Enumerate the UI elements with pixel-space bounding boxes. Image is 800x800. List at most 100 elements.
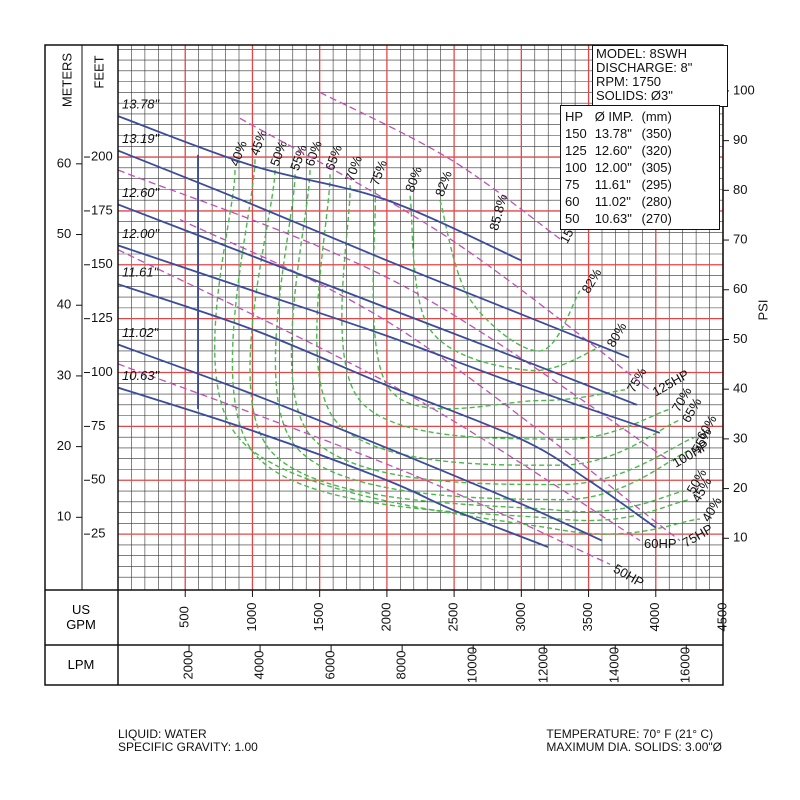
efficiency-label: 82% — [579, 265, 605, 295]
x-tick-label: 4000 — [647, 603, 662, 632]
x-secondary-tick-label: 4000 — [252, 651, 267, 680]
y-right-tick-label: 100 — [733, 82, 755, 97]
impeller-label: 12.00" — [122, 226, 161, 241]
table-cell: 50 — [565, 211, 580, 226]
table-cell: (320) — [641, 143, 672, 158]
impeller-table-box: HP Ø IMP. (mm) 150 13.78" (350) 125 12.60" (320)… — [560, 105, 720, 230]
y-label: FEET — [91, 55, 106, 88]
footer-left: LIQUID: WATER SPECIFIC GRAVITY: 1.00 — [118, 728, 258, 754]
table-cell: 12.00" — [594, 160, 632, 175]
power-label: 60HP — [644, 536, 677, 551]
efficiency-label: 50% — [267, 138, 290, 168]
impeller-curve — [117, 386, 549, 548]
table-cell: (mm) — [641, 109, 672, 124]
y-right-tick-label: 70 — [733, 231, 747, 246]
y-right-tick-label: 20 — [733, 480, 747, 495]
footer-line: TEMPERATURE: 70° F (21° C) — [546, 727, 714, 741]
y-left-tick-label: 30 — [57, 367, 71, 382]
efficiency-label: 80% — [604, 319, 630, 349]
impeller-label: 11.61" — [122, 265, 160, 280]
efficiency-curve — [214, 169, 701, 535]
efficiency-curve — [409, 195, 606, 372]
x-secondary-tick-label: 6000 — [323, 651, 338, 680]
y-right-tick-label: 10 — [733, 530, 747, 545]
footer-line: LIQUID: WATER — [118, 727, 207, 741]
x-tick-label: 2000 — [378, 603, 393, 632]
impeller-curve — [117, 283, 657, 529]
table-cell: (295) — [641, 177, 672, 192]
impeller-label: 13.19" — [122, 131, 161, 146]
impeller-label: 10.63" — [122, 368, 161, 383]
efficiency-label: 82% — [432, 168, 455, 198]
efficiency-label: 45% — [247, 127, 270, 157]
x-label: US GPM — [66, 602, 96, 632]
y-right-label: PSI — [755, 300, 770, 321]
table-row: 75 11.61" (295) — [561, 176, 676, 193]
x-secondary-tick-label: 16000 — [678, 647, 693, 683]
y-right-tick-label: 60 — [733, 281, 747, 296]
x-secondary-tick-label: 8000 — [394, 651, 409, 680]
y-left-tick-label: 50 — [57, 226, 71, 241]
y-tick-label: 75 — [91, 418, 105, 433]
y-left-tick-label: 40 — [57, 297, 71, 312]
table-cell: 75 — [565, 177, 580, 192]
y-tick-label: 175 — [91, 202, 113, 217]
table-cell: Ø IMP. — [594, 109, 634, 124]
y-right-tick-label: 30 — [733, 430, 747, 445]
model-line: DISCHARGE: 8" — [596, 60, 693, 75]
y-right-tick-label: 50 — [733, 331, 747, 346]
power-label: 75HP — [680, 521, 716, 550]
table-cell: 125 — [565, 143, 587, 158]
y-tick-label: 25 — [91, 526, 105, 541]
impeller-curve — [117, 115, 522, 262]
model-line: RPM: 1750 — [596, 74, 662, 89]
impeller-curve — [117, 203, 638, 406]
power-curve — [117, 249, 641, 542]
power-curve — [239, 117, 651, 391]
impeller-curve — [117, 244, 661, 434]
x-tick-label: 1500 — [311, 603, 326, 632]
table-cell: 60 — [565, 194, 580, 209]
y-tick-label: 50 — [91, 472, 105, 487]
y-right-tick-label: 90 — [733, 132, 747, 147]
model-line: MODEL: 8SWH — [596, 46, 688, 61]
x-secondary-label: LPM — [67, 657, 95, 672]
table-cell: 13.78" — [594, 126, 632, 141]
impeller-label: 11.02" — [122, 325, 160, 340]
power-curve — [179, 218, 681, 542]
table-cell: 11.61" — [594, 177, 631, 192]
x-secondary-tick-label: 10000 — [465, 647, 480, 683]
frame: METERS FEET PSI — [44, 44, 770, 686]
efficiency-curve — [290, 169, 696, 486]
x-tick-label: 500 — [177, 606, 192, 628]
impeller-curve — [117, 149, 630, 359]
y-right-tick-label: 40 — [733, 381, 747, 396]
table-cell: HP — [565, 109, 584, 124]
impeller-curve — [117, 343, 603, 542]
peak-efficiency-label: 85.8% — [486, 192, 510, 232]
x-tick-label: 3000 — [513, 603, 528, 632]
x-tick-label: 1000 — [244, 603, 259, 632]
table-cell: 10.63" — [594, 211, 632, 226]
table-row: 50 10.63" (270) — [561, 210, 676, 227]
model-box: MODEL: 8SWH DISCHARGE: 8" RPM: 1750 SOLI… — [592, 45, 728, 107]
y-left-tick-label: 60 — [57, 155, 71, 170]
table-cell: 12.60" — [594, 143, 632, 158]
table-cell: 11.02" — [594, 194, 631, 209]
table-cell: 150 — [565, 126, 587, 141]
y-left-tick-label: 20 — [57, 438, 71, 453]
power-curve — [319, 91, 561, 240]
x-tick-label: 4500 — [714, 603, 729, 632]
y-tick-label: 100 — [91, 364, 113, 379]
efficiency-label: 60% — [694, 412, 720, 442]
y-left-label: METERS — [59, 53, 74, 108]
table-cell: 100 — [565, 160, 587, 175]
table-row: 125 12.60" (320) — [561, 142, 676, 159]
x-secondary-tick-label: 14000 — [607, 647, 622, 683]
model-line: SOLIDS: Ø3" — [596, 88, 673, 103]
outer-frame — [44, 44, 724, 686]
table-cell: (305) — [641, 160, 672, 175]
efficiency-curve — [439, 199, 581, 352]
efficiency-curve — [249, 169, 686, 513]
